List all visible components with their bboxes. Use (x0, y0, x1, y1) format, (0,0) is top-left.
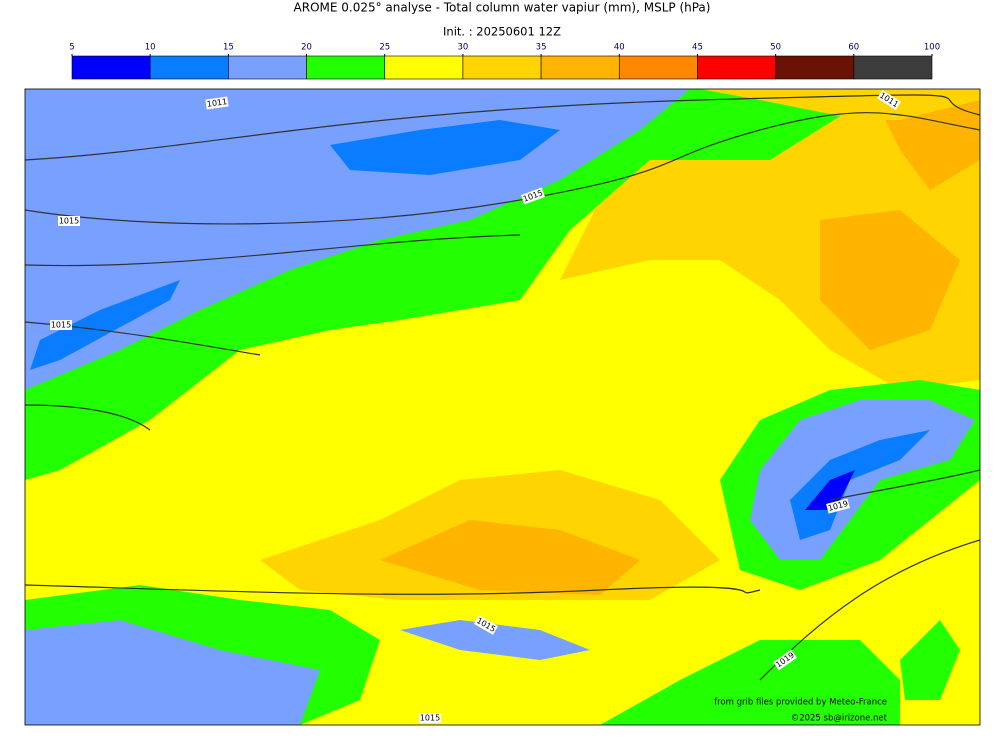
colorbar-tick-label: 30 (457, 43, 468, 53)
colorbar-tick-label: 35 (536, 43, 547, 53)
isobar (25, 404, 151, 431)
isobar (25, 234, 521, 267)
colorbar-segment (618, 55, 698, 80)
colorbar-segment (306, 55, 386, 80)
colorbar-tick-label: 40 (614, 43, 625, 53)
isobar-label: 1015 (58, 216, 80, 226)
colorbar-tick-label: 45 (692, 43, 703, 53)
isobar (25, 94, 980, 161)
colorbar-tick-label: 60 (848, 43, 859, 53)
isobar-label-text: 1015 (420, 714, 440, 723)
colorbar-segment (775, 55, 855, 80)
colorbar-segment (228, 55, 307, 80)
isobar-label-text: 1015 (59, 217, 79, 226)
field-blue-light (400, 620, 590, 660)
field-blue-dark (805, 470, 855, 510)
colorbar-tick-label: 25 (379, 43, 390, 53)
colorbar-tick-label: 5 (69, 43, 74, 53)
isobar (829, 469, 980, 501)
isobar-label: 1015 (50, 320, 72, 330)
isobar-label: 1015 (419, 713, 441, 723)
subtitle: Init. : 20250601 12Z (443, 25, 561, 39)
isobar-label: 1019 (826, 498, 850, 514)
colorbar-tick-label: 50 (770, 43, 781, 53)
colorbar-tick-label: 100 (924, 43, 940, 53)
map: 1011 1011 1015 1015 1015 1015 1015 1019 … (24, 88, 981, 726)
colorbar-tick-label: 20 (301, 43, 312, 53)
map-frame (24, 88, 981, 726)
colorbar-segment (149, 55, 229, 80)
colorbar-tick-label: 15 (223, 43, 234, 53)
colorbar-segment (540, 55, 620, 80)
field-orange (820, 89, 980, 350)
credit: from grib files provided by Meteo-France (714, 698, 887, 708)
colorbar-segment (384, 55, 464, 80)
field-orange (380, 520, 640, 595)
credit: ©2025 sb@irizone.net (791, 714, 888, 724)
colorbar-tick-label: 10 (145, 43, 156, 53)
colorbar-segment (697, 55, 776, 80)
field-blue (30, 120, 560, 370)
field-blue (790, 430, 930, 540)
colorbar-segment (71, 55, 151, 80)
isobar (25, 112, 980, 225)
colorbar: 5 10 15 20 25 30 35 40 45 50 60 100 (69, 43, 940, 80)
title: AROME 0.025° analyse - Total column wate… (294, 1, 711, 15)
field-blue-light (25, 89, 690, 390)
isobar-label-text: 1011 (206, 97, 227, 109)
field-blue-light (25, 620, 320, 725)
colorbar-segment (853, 55, 933, 80)
colorbar-segment (462, 55, 542, 80)
isobar-label-text: 1015 (51, 321, 71, 330)
field-orange-light (700, 89, 980, 120)
field-green (900, 620, 960, 700)
isobar (25, 584, 761, 595)
isobar-label: 1011 (205, 96, 229, 110)
